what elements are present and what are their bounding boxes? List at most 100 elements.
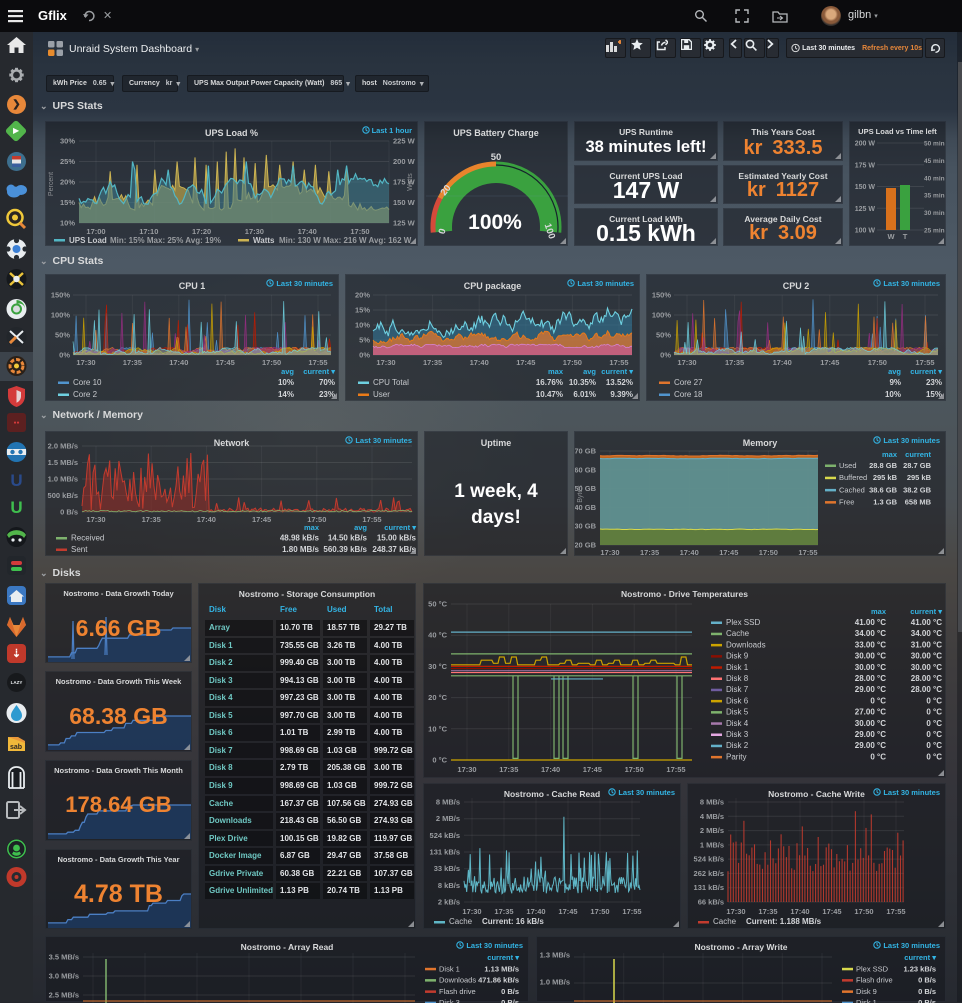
svg-text:27.00 °C: 27.00 °C [855,708,886,717]
svg-text:17:35: 17:35 [423,358,442,367]
svg-text:Current: 16 kB/s: Current: 16 kB/s [482,917,544,926]
svg-text:5%: 5% [359,336,370,345]
svg-text:8 kB/s: 8 kB/s [438,881,460,890]
svg-text:17:45: 17:45 [516,358,535,367]
svg-text:Disk 4: Disk 4 [726,719,749,728]
svg-text:17:35: 17:35 [494,907,513,916]
svg-text:175 W: 175 W [393,178,416,187]
svg-text:Disk 1: Disk 1 [856,998,877,1003]
svg-text:Min: 15% Max: 25% Avg: 19%: Min: 15% Max: 25% Avg: 19% [110,236,221,245]
svg-text:Flash drive: Flash drive [856,976,893,985]
svg-text:0%: 0% [660,351,671,360]
svg-text:0 B/s: 0 B/s [60,508,78,517]
svg-text:2 MB/s: 2 MB/s [436,814,460,823]
svg-text:658 MB: 658 MB [905,498,932,507]
svg-text:17:50: 17:50 [854,907,873,916]
svg-text:6.01%: 6.01% [573,390,596,399]
svg-text:17:35: 17:35 [499,765,518,774]
svg-text:100: 100 [542,222,557,240]
svg-text:8 MB/s: 8 MB/s [700,798,724,807]
svg-text:100%: 100% [652,311,672,320]
svg-text:17:55: 17:55 [886,907,905,916]
svg-text:Buffered: Buffered [839,473,867,482]
svg-text:0 °C: 0 °C [870,752,886,761]
svg-text:17:35: 17:35 [640,548,659,557]
svg-text:50 GB: 50 GB [575,484,597,493]
svg-text:9%: 9% [889,378,901,387]
svg-text:17:40: 17:40 [790,907,809,916]
svg-text:17:55: 17:55 [609,358,628,367]
svg-text:avg: avg [354,523,367,532]
svg-text:17:45: 17:45 [719,548,738,557]
svg-text:avg: avg [583,367,596,376]
svg-text:0 B/s: 0 B/s [918,987,936,996]
svg-text:15%: 15% [355,306,370,315]
svg-text:30 min: 30 min [924,210,945,217]
svg-text:17:30: 17:30 [76,358,95,367]
svg-text:0: 0 [437,227,449,235]
svg-text:28.00 °C: 28.00 °C [911,674,942,683]
svg-text:3.5 MB/s: 3.5 MB/s [49,953,79,962]
svg-text:17:40: 17:40 [773,358,792,367]
svg-text:0 B/s: 0 B/s [918,998,936,1003]
svg-text:1.13 MB/s: 1.13 MB/s [484,964,519,973]
svg-text:25 min: 25 min [924,228,945,235]
svg-text:30.00 °C: 30.00 °C [911,663,942,672]
svg-text:Disk 7: Disk 7 [726,685,749,694]
svg-text:29.00 °C: 29.00 °C [855,741,886,750]
svg-text:current ▾: current ▾ [910,367,943,376]
svg-text:UPS Load: UPS Load [69,236,107,245]
svg-text:Parity: Parity [726,752,746,761]
svg-text:0 °C: 0 °C [926,719,942,728]
svg-text:1.3 GB: 1.3 GB [873,498,897,507]
svg-text:50%: 50% [656,331,671,340]
svg-text:30.00 °C: 30.00 °C [855,663,886,672]
svg-text:17:55: 17:55 [622,907,641,916]
svg-text:17:40: 17:40 [169,358,188,367]
svg-text:Disk 1: Disk 1 [726,663,749,672]
svg-text:13.52%: 13.52% [606,378,633,387]
svg-text:29.00 °C: 29.00 °C [855,685,886,694]
svg-text:17:50: 17:50 [563,358,582,367]
svg-text:avg: avg [281,367,294,376]
svg-text:28.00 °C: 28.00 °C [911,685,942,694]
svg-text:current ▾: current ▾ [487,953,520,962]
svg-text:0 °C: 0 °C [926,752,942,761]
svg-text:50%: 50% [55,331,70,340]
svg-text:33.00 °C: 33.00 °C [855,640,886,649]
svg-text:225 W: 225 W [393,137,416,146]
svg-text:Cached: Cached [839,485,865,494]
svg-text:17:35: 17:35 [123,358,142,367]
svg-text:Core 2: Core 2 [73,390,98,399]
svg-text:T: T [903,232,908,241]
svg-text:150%: 150% [51,291,71,300]
svg-text:25%: 25% [60,157,75,166]
svg-text:10%: 10% [355,321,370,330]
svg-text:15%: 15% [60,198,75,207]
svg-text:17:20: 17:20 [192,227,211,236]
svg-text:248.37 kB/s: 248.37 kB/s [372,545,416,554]
svg-text:17:30: 17:30 [677,358,696,367]
svg-text:Plex SSD: Plex SSD [856,964,889,973]
svg-text:17:50: 17:50 [307,515,326,524]
svg-text:17:30: 17:30 [457,765,476,774]
svg-text:131 kB/s: 131 kB/s [430,848,460,857]
svg-text:1 MB/s: 1 MB/s [700,840,724,849]
svg-text:max: max [548,367,564,376]
svg-text:17:50: 17:50 [262,358,281,367]
svg-text:CPU Total: CPU Total [373,378,409,387]
svg-text:15%: 15% [926,390,942,399]
svg-text:17:50: 17:50 [350,227,369,236]
svg-text:17:55: 17:55 [666,765,685,774]
svg-text:17:40: 17:40 [470,358,489,367]
svg-text:30 GB: 30 GB [575,522,597,531]
svg-text:70%: 70% [319,378,335,387]
svg-text:current ▾: current ▾ [910,607,943,616]
svg-text:2.5 MB/s: 2.5 MB/s [49,991,79,1000]
svg-text:500 kB/s: 500 kB/s [48,491,78,500]
svg-text:17:35: 17:35 [725,358,744,367]
svg-text:Disk 2: Disk 2 [726,741,749,750]
svg-text:0 °C: 0 °C [926,730,942,739]
svg-text:0 B/s: 0 B/s [501,998,519,1003]
svg-text:Bytes: Bytes [577,485,584,503]
